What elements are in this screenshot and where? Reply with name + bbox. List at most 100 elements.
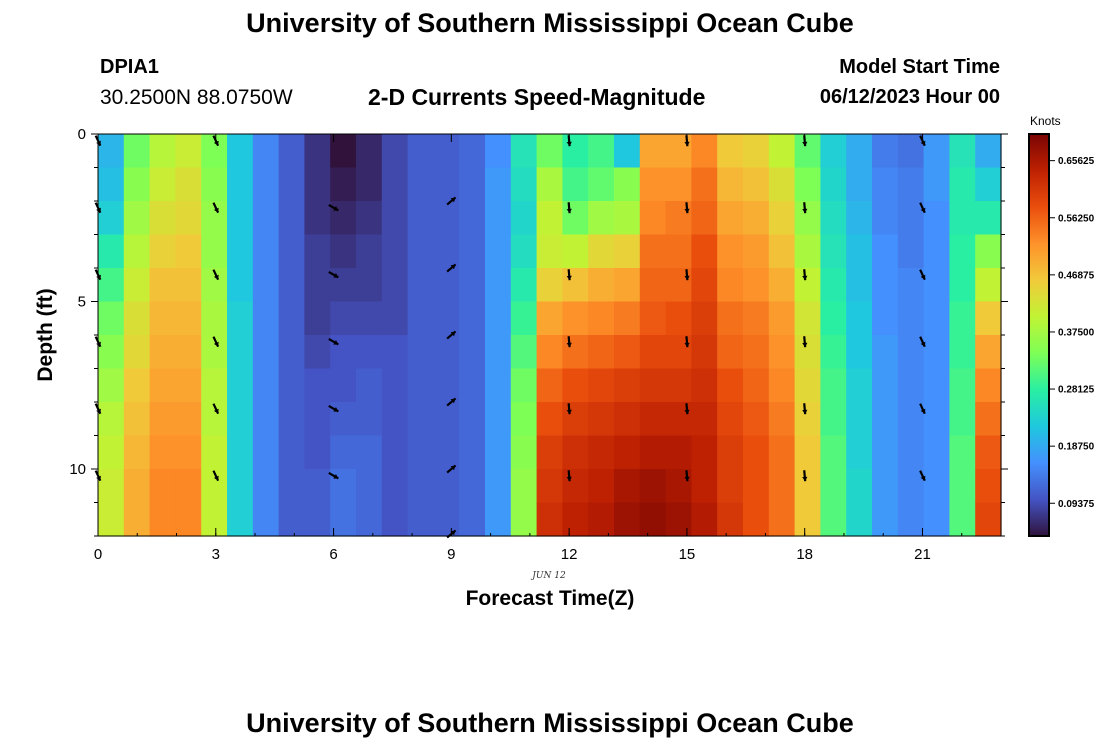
heatmap-cell — [562, 301, 589, 336]
heatmap-cell — [381, 201, 409, 236]
heatmap-cell — [227, 368, 254, 403]
heatmap-cell — [691, 335, 718, 370]
heatmap-cell — [588, 435, 615, 470]
chart-subtitle: 2-D Currents Speed-Magnitude — [368, 84, 706, 110]
current-arrow — [566, 336, 572, 348]
heatmap-cell — [846, 435, 873, 470]
heatmap-cell — [743, 335, 770, 370]
heatmap-cell — [846, 368, 873, 403]
heatmap-cell — [304, 368, 331, 403]
heatmap-cell — [227, 201, 254, 236]
heatmap-cell — [717, 201, 744, 236]
heatmap-cell — [433, 301, 460, 336]
heatmap-cell — [923, 167, 950, 202]
heatmap-cell — [175, 167, 202, 202]
heatmap-cell — [588, 469, 615, 504]
heatmap-cell — [149, 335, 176, 370]
heatmap-cell — [252, 335, 280, 370]
heatmap-cell — [639, 134, 667, 169]
heatmap-cell — [872, 234, 899, 269]
heatmap-cell — [201, 368, 228, 403]
heatmap-cell — [975, 268, 1002, 303]
heatmap-cell — [923, 368, 950, 403]
heatmap-cell — [897, 502, 925, 537]
heatmap-cell — [846, 502, 873, 537]
current-arrow — [684, 470, 690, 482]
heatmap-cell — [356, 301, 383, 336]
x-tick-label: 6 — [329, 546, 337, 563]
heatmap-cell — [407, 502, 434, 537]
heatmap-cell — [536, 368, 563, 403]
heatmap-cell — [459, 234, 486, 269]
heatmap-cell — [872, 134, 899, 169]
heatmap-cell — [459, 301, 486, 336]
heatmap-cell — [794, 201, 821, 236]
heatmap-cell — [330, 167, 357, 202]
heatmap-cell — [846, 469, 873, 504]
heatmap-cell — [381, 234, 409, 269]
heatmap-cell — [485, 469, 512, 504]
heatmap-cell — [252, 268, 280, 303]
heatmap-cell — [923, 234, 950, 269]
current-arrow — [446, 397, 457, 407]
heatmap-cell — [743, 502, 770, 537]
current-arrow — [566, 470, 572, 482]
heatmap-cell — [588, 167, 615, 202]
heatmap-cell — [407, 335, 434, 370]
heatmap-cell — [794, 335, 821, 370]
heatmap-cell — [433, 435, 460, 470]
heatmap-cell — [743, 469, 770, 504]
heatmap-cell — [614, 469, 641, 504]
current-arrow — [212, 470, 220, 482]
heatmap-cell — [717, 502, 744, 537]
heatmap-cell — [381, 435, 409, 470]
heatmap-cell — [743, 435, 770, 470]
colorbar-bar — [1028, 133, 1050, 537]
heatmap-cell — [149, 268, 176, 303]
heatmap-cell — [717, 134, 744, 169]
heatmap-cell — [872, 167, 899, 202]
heatmap-cell — [536, 201, 563, 236]
heatmap-cell — [923, 402, 950, 437]
heatmap-cell — [768, 402, 796, 437]
heatmap-cell — [304, 134, 331, 169]
colorbar: Knots 0.65625 0.56250 0.46875 0.37500 0.2812… — [1028, 114, 1095, 537]
heatmap-cell — [98, 402, 125, 437]
heatmap-cell — [459, 201, 486, 236]
y-tick-label: 0 — [78, 126, 86, 143]
heatmap-cell — [820, 167, 847, 202]
heatmap-cell — [485, 268, 512, 303]
heatmap-cell — [175, 435, 202, 470]
heatmap-cell — [691, 502, 718, 537]
heatmap-cell — [923, 335, 950, 370]
heatmap-cell — [614, 167, 641, 202]
heatmap-cell — [201, 301, 228, 336]
heatmap-cell — [975, 469, 1002, 504]
heatmap-cell — [510, 201, 538, 236]
heatmap-cell — [691, 167, 718, 202]
heatmap-cell — [330, 502, 357, 537]
heatmap-cell — [98, 301, 125, 336]
heatmap-cell — [691, 402, 718, 437]
heatmap-cell — [536, 435, 563, 470]
heatmap-cell — [304, 502, 331, 537]
heatmap-cell — [227, 167, 254, 202]
heatmap-cell — [278, 402, 305, 437]
heatmap-cell — [123, 268, 151, 303]
heatmap-cell — [356, 234, 383, 269]
current-arrow — [919, 403, 926, 415]
heatmap-cell — [639, 435, 667, 470]
heatmap-cell — [459, 335, 486, 370]
heatmap-cell — [639, 402, 667, 437]
heatmap-cell — [846, 234, 873, 269]
heatmap-cell — [123, 134, 151, 169]
heatmap-cell — [949, 335, 976, 370]
current-arrow — [446, 330, 457, 340]
heatmap-cell — [330, 134, 357, 169]
heatmap-cell — [407, 301, 434, 336]
heatmap-cell — [227, 301, 254, 336]
heatmap-cell — [717, 402, 744, 437]
heatmap-cell — [433, 268, 460, 303]
heatmap-cell — [717, 469, 744, 504]
heatmap-cell — [665, 167, 692, 202]
